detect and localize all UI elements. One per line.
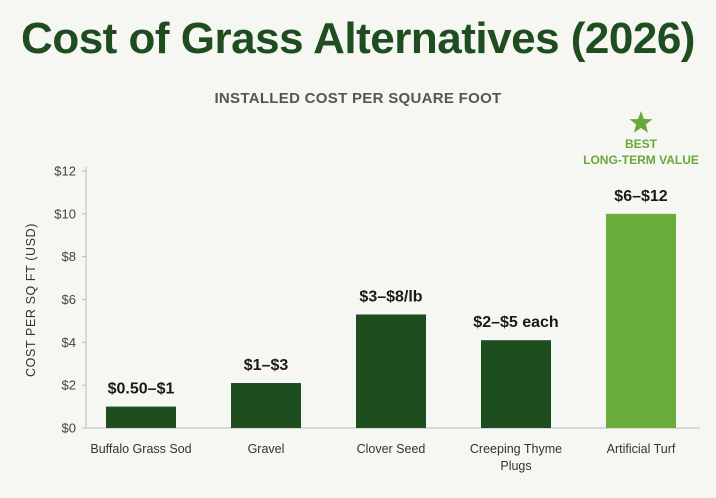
x-axis: Buffalo Grass Sod Gravel Clover Seed Creepi… <box>90 442 676 473</box>
x-tick-label: Creeping Thyme <box>470 442 562 456</box>
y-tick-label: $8 <box>62 249 76 264</box>
bar-data-label: $3–$8/lb <box>359 288 422 305</box>
bar <box>106 406 176 428</box>
chart-title: Cost of Grass Alternatives (2026) <box>21 14 695 63</box>
y-tick-label: $6 <box>62 292 76 307</box>
y-tick-label: $0 <box>62 421 76 436</box>
callout-text: BEST <box>625 137 658 151</box>
bar-data-label: $2–$5 each <box>473 314 558 331</box>
bar-data-label: $1–$3 <box>244 357 289 374</box>
chart-subtitle: INSTALLED COST PER SQUARE FOOT <box>214 90 502 107</box>
star-icon <box>629 111 653 133</box>
bars <box>106 213 676 428</box>
y-axis-label: COST PER SQ FT (USD) <box>24 223 38 377</box>
bar <box>481 340 551 428</box>
y-tick-label: $12 <box>54 164 76 179</box>
data-labels: $0.50–$1 $1–$3 $3–$8/lb $2–$5 each $6–$12 <box>108 188 668 398</box>
bar <box>356 314 426 428</box>
x-tick-label: Buffalo Grass Sod <box>90 442 191 456</box>
bar-data-label: $6–$12 <box>614 188 667 205</box>
bar-data-label: $0.50–$1 <box>108 381 175 398</box>
x-tick-label: Artificial Turf <box>607 442 676 456</box>
bar <box>606 213 676 428</box>
x-tick-label: Gravel <box>248 442 285 456</box>
y-tick-label: $10 <box>54 206 76 221</box>
callout: BEST LONG-TERM VALUE <box>583 111 699 167</box>
bar <box>231 383 301 428</box>
y-tick-label: $2 <box>62 378 76 393</box>
y-tick-label: $4 <box>62 335 76 350</box>
x-tick-label: Plugs <box>500 459 531 473</box>
x-tick-label: Clover Seed <box>357 442 426 456</box>
callout-text: LONG-TERM VALUE <box>583 153 699 167</box>
